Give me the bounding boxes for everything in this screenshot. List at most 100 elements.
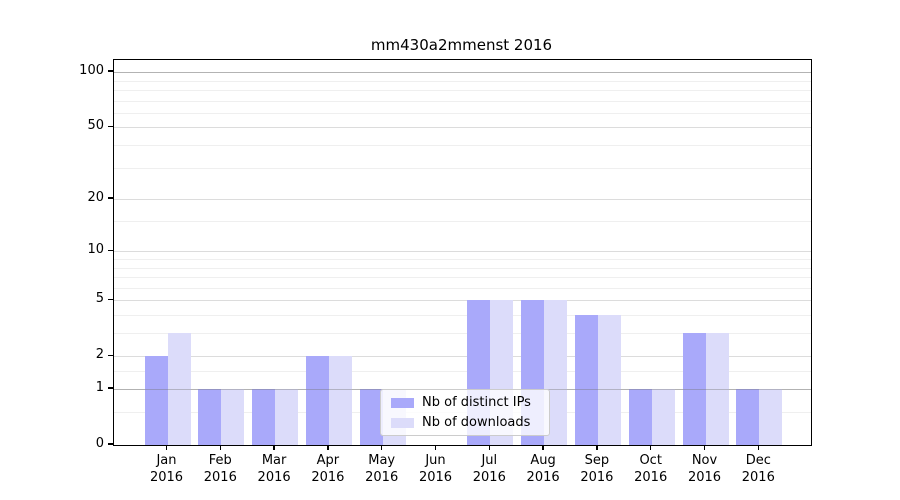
- x-tick-label: May 2016: [350, 452, 414, 486]
- gridline-minor: [114, 370, 811, 372]
- gridline-minor: [114, 221, 811, 223]
- x-tick-month: Mar: [261, 453, 287, 468]
- legend-label: Nb of distinct IPs: [422, 395, 531, 410]
- x-tick-month: May: [368, 453, 396, 468]
- gridline-minor: [114, 287, 811, 289]
- y-tick: [108, 125, 113, 128]
- bar-downloads: [705, 333, 729, 445]
- x-tick-month: Sep: [584, 453, 610, 468]
- x-tick-year: 2016: [418, 470, 453, 485]
- x-tick: [273, 445, 275, 450]
- bar-downloads: [597, 315, 621, 445]
- x-tick-label: Apr 2016: [296, 452, 360, 486]
- x-tick-year: 2016: [149, 470, 184, 485]
- x-tick-label: Sep 2016: [565, 452, 629, 486]
- x-tick-year: 2016: [634, 470, 668, 485]
- legend-swatch: [391, 417, 414, 428]
- x-tick: [434, 445, 437, 450]
- gridline-minor: [114, 333, 811, 335]
- x-tick-year: 2016: [365, 470, 399, 485]
- x-tick-label: Oct 2016: [619, 452, 683, 486]
- x-tick-year: 2016: [687, 470, 722, 485]
- bar-distinct-ips: [628, 389, 652, 445]
- gridline-major: [114, 251, 811, 253]
- legend-item: Nb of distinct IPs: [381, 395, 549, 410]
- gridline-major: [114, 356, 811, 358]
- x-tick-year: 2016: [257, 470, 291, 485]
- bar-distinct-ips: [682, 333, 706, 445]
- x-tick-month: Feb: [208, 453, 232, 468]
- x-tick: [650, 445, 652, 450]
- x-tick: [757, 445, 759, 450]
- bar-downloads: [275, 389, 299, 445]
- x-tick: [703, 445, 706, 450]
- bar-downloads: [328, 356, 352, 445]
- y-tick-label: 1: [95, 380, 104, 395]
- bar-downloads: [759, 389, 783, 445]
- gridline-minor: [114, 145, 811, 147]
- gridline-minor: [114, 100, 811, 102]
- gridline-major: [114, 72, 811, 74]
- y-tick: [108, 197, 113, 199]
- x-tick-label: Dec 2016: [726, 452, 790, 486]
- x-tick-month: Jan: [156, 453, 177, 468]
- bar-distinct-ips: [198, 389, 222, 445]
- x-tick-month: Jul: [481, 453, 498, 468]
- x-tick: [488, 445, 490, 450]
- x-tick-month: Aug: [530, 453, 556, 468]
- x-tick-label: Mar 2016: [242, 452, 306, 486]
- gridline-minor: [114, 314, 811, 316]
- y-tick-label: 10: [87, 242, 104, 258]
- x-tick-label: Feb 2016: [188, 452, 252, 486]
- x-tick: [219, 445, 221, 450]
- chart-title: mm430a2mmenst 2016: [370, 36, 553, 54]
- gridline-minor: [114, 277, 811, 279]
- x-tick-month: Apr: [316, 453, 340, 468]
- y-tick-label: 2: [95, 347, 104, 363]
- bar-distinct-ips: [305, 356, 329, 445]
- gridline-major: [114, 127, 811, 129]
- legend: Nb of distinct IPs Nb of downloads: [380, 389, 550, 436]
- gridline-minor: [114, 267, 811, 269]
- x-tick-label: Jun 2016: [404, 452, 468, 486]
- plot-area: Nb of distinct IPs Nb of downloads: [113, 59, 812, 446]
- x-tick-year: 2016: [741, 470, 775, 485]
- x-tick: [165, 445, 168, 450]
- gridline-minor: [114, 167, 811, 169]
- legend-swatch: [391, 397, 414, 408]
- y-tick: [108, 387, 113, 389]
- y-tick-label: 50: [87, 118, 104, 134]
- y-tick: [108, 70, 113, 72]
- x-tick: [542, 445, 544, 450]
- y-tick-label: 5: [95, 291, 104, 307]
- x-tick-month: Nov: [691, 453, 718, 468]
- x-tick-label: Nov 2016: [673, 452, 737, 486]
- x-tick-year: 2016: [311, 470, 345, 485]
- bar-distinct-ips: [574, 315, 598, 445]
- gridline-major: [114, 199, 811, 201]
- x-tick-year: 2016: [472, 470, 506, 485]
- y-tick: [108, 354, 113, 356]
- x-tick-year: 2016: [526, 470, 560, 485]
- bar-downloads: [167, 333, 191, 445]
- gridline-minor: [114, 80, 811, 82]
- gridline-minor: [114, 112, 811, 114]
- x-tick: [596, 445, 598, 450]
- legend-item: Nb of downloads: [381, 415, 549, 430]
- x-tick-month: Dec: [745, 453, 771, 468]
- x-tick: [381, 445, 383, 450]
- gridline-major: [114, 300, 811, 302]
- x-tick-year: 2016: [203, 470, 237, 485]
- x-tick-year: 2016: [580, 470, 614, 485]
- x-tick-label: Aug 2016: [511, 452, 575, 486]
- y-tick: [108, 443, 113, 445]
- gridline-minor: [114, 90, 811, 92]
- x-tick-month: Oct: [639, 453, 662, 468]
- bar-downloads: [221, 389, 245, 445]
- bar-distinct-ips: [736, 389, 760, 445]
- x-tick-label: Jul 2016: [457, 452, 521, 486]
- x-tick-label: Jan 2016: [135, 452, 199, 486]
- x-tick-month: Jun: [425, 453, 446, 468]
- bar-downloads: [651, 389, 675, 445]
